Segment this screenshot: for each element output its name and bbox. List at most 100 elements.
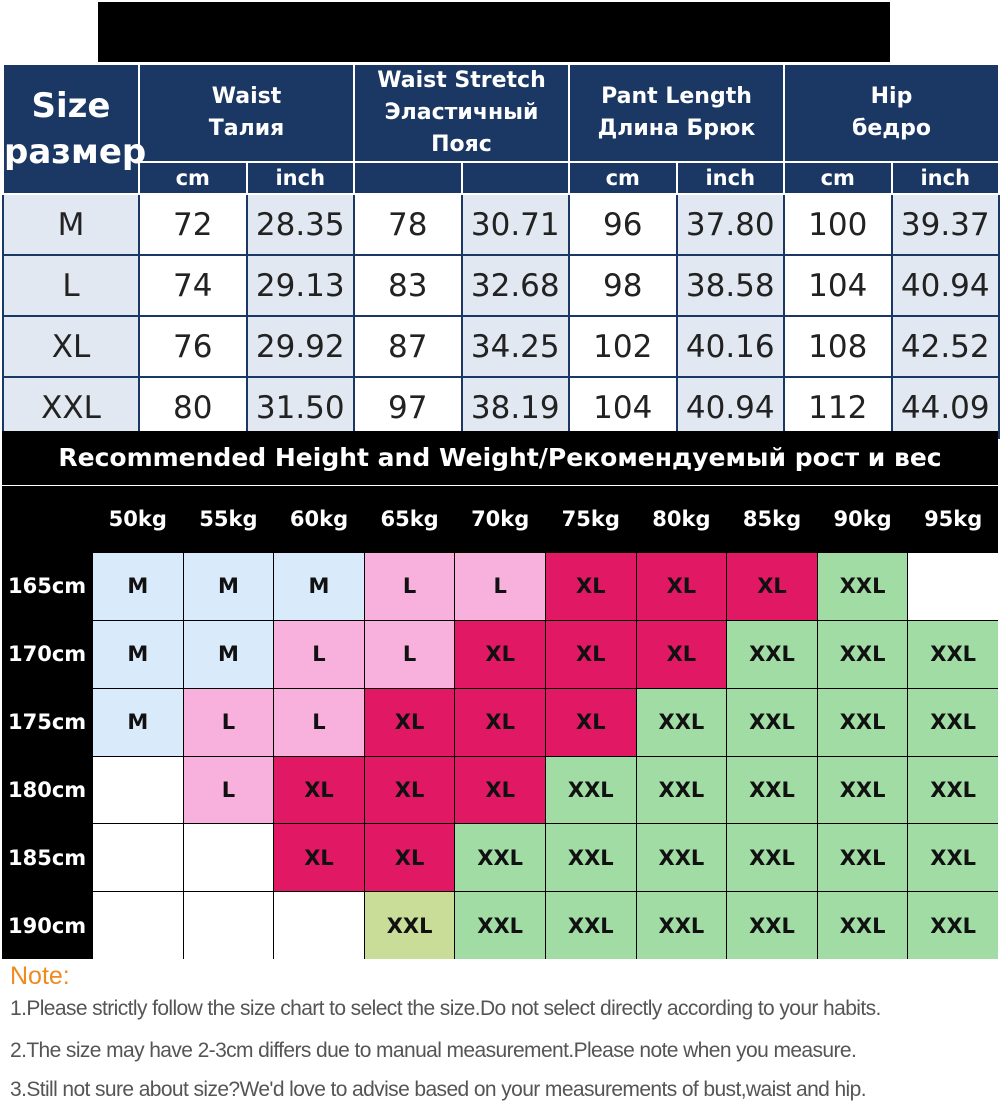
size-recommendation-cell: XXL [364,892,455,959]
group-label-en: Pant Length [601,84,752,109]
size-chart-table: Size размер Waist Талия Waist Stretch Эл… [2,63,1000,439]
size-corner-en: Size [31,86,111,126]
measurement-cell: 29.13 [245,254,355,317]
size-recommendation-cell: XXL [545,756,636,824]
measurement-cell: 80 [138,376,248,439]
size-row: L 74 29.13 83 32.68 98 38.58 104 40.94 [2,254,1000,317]
size-corner-header: Size размер [2,63,147,195]
note-title: Note: [10,962,70,990]
weight-header: 70kg [455,486,545,552]
note-item-1: 1.Please strictly follow the size chart … [10,997,881,1020]
size-recommendation-cell: M [183,553,274,620]
size-recommendation-cell: XXL [727,824,817,892]
size-recommendation-cell: M [93,620,183,688]
size-row: M 72 28.35 78 30.71 96 37.80 100 39.37 [2,193,1000,256]
size-recommendation-cell: XXL [817,620,908,688]
unit-header: inch [675,161,785,195]
measurement-cell: 31.50 [245,376,355,439]
measurement-cell: 74 [138,254,248,317]
measurement-cell: 72 [138,193,248,256]
size-recommendation-cell: XXL [636,892,727,959]
size-recommendation-cell: XXL [727,688,817,756]
size-recommendation-cell: XL [545,553,636,620]
group-label-ru: бедро [852,116,931,141]
size-recommendation-cell: XL [545,688,636,756]
measurement-cell: 40.16 [675,315,785,378]
measurement-cell: 29.92 [245,315,355,378]
size-recommendation-cell: L [364,553,455,620]
unit-header: inch [245,161,355,195]
size-recommendation-cell: XL [636,620,727,688]
empty-cell [274,892,364,959]
size-recommendation-cell: XXL [545,824,636,892]
empty-cell [93,824,183,892]
measurement-cell: 38.19 [460,376,570,439]
measurement-cell: 28.35 [245,193,355,256]
unit-header [460,161,570,195]
size-recommendation-cell: XXL [908,620,998,688]
size-recommendation-cell: XXL [817,688,908,756]
group-label-en: Waist [211,84,282,109]
note-item-3: 3.Still not sure about size?We'd love to… [10,1078,867,1101]
size-recommendation-cell: L [183,688,274,756]
measurement-cell: 98 [568,254,678,317]
weight-header: 75kg [545,486,636,552]
weight-header: 80kg [636,486,727,552]
measurement-cell: 102 [568,315,678,378]
measurement-cell: 87 [353,315,463,378]
weight-header: 65kg [364,486,455,552]
weight-header: 60kg [274,486,364,552]
measurement-cell: 104 [783,254,893,317]
group-label-en: Waist Stretch [377,68,546,93]
weight-header: 55kg [183,486,274,552]
measurement-cell: 40.94 [675,376,785,439]
group-header-hip: Hip бедро [783,63,1000,163]
note-item-2: 2.The size may have 2-3cm differs due to… [10,1039,857,1062]
size-recommendation-cell: XL [545,620,636,688]
size-recommendation-cell: XXL [636,688,727,756]
empty-cell [908,553,998,620]
size-recommendation-cell: XXL [636,756,727,824]
group-label-ru: Длина Брюк [597,116,756,141]
grid-corner [2,486,92,552]
size-recommendation-cell: M [93,553,183,620]
height-header: 170cm [2,620,92,688]
height-header: 175cm [2,688,92,756]
size-recommendation-cell: XL [727,553,817,620]
size-recommendation-cell: XXL [455,892,545,959]
measurement-cell: 104 [568,376,678,439]
empty-cell [183,824,274,892]
measurement-cell: 30.71 [460,193,570,256]
height-header: 185cm [2,824,92,892]
unit-header: cm [138,161,248,195]
height-header: 180cm [2,756,92,824]
measurement-cell: 39.37 [890,193,1000,256]
measurement-cell: 76 [138,315,248,378]
group-label-en: Hip [870,84,913,109]
size-recommendation-cell: XXL [727,756,817,824]
size-recommendation-cell: L [183,756,274,824]
measurement-cell: 97 [353,376,463,439]
size-recommendation-cell: XL [364,756,455,824]
size-recommendation-cell: XXL [908,824,998,892]
size-label-cell: M [2,193,140,256]
size-recommendation-cell: M [183,620,274,688]
height-header: 165cm [2,553,92,620]
weight-header: 90kg [817,486,908,552]
size-recommendation-cell: XXL [908,756,998,824]
size-recommendation-cell: XXL [817,892,908,959]
unit-header: inch [890,161,1000,195]
unit-header: cm [783,161,893,195]
recommendation-title: Recommended Height and Weight/Рекомендуе… [2,431,998,485]
measurement-cell: 112 [783,376,893,439]
size-recommendation-cell: XXL [817,756,908,824]
size-recommendation-cell: XL [636,553,727,620]
empty-cell [93,892,183,959]
measurement-cell: 42.52 [890,315,1000,378]
size-corner-ru: размер [4,132,147,172]
size-recommendation-cell: L [274,688,364,756]
weight-header: 95kg [908,486,998,552]
unit-header: cm [568,161,678,195]
weight-header: 85kg [727,486,817,552]
weight-header: 50kg [93,486,183,552]
